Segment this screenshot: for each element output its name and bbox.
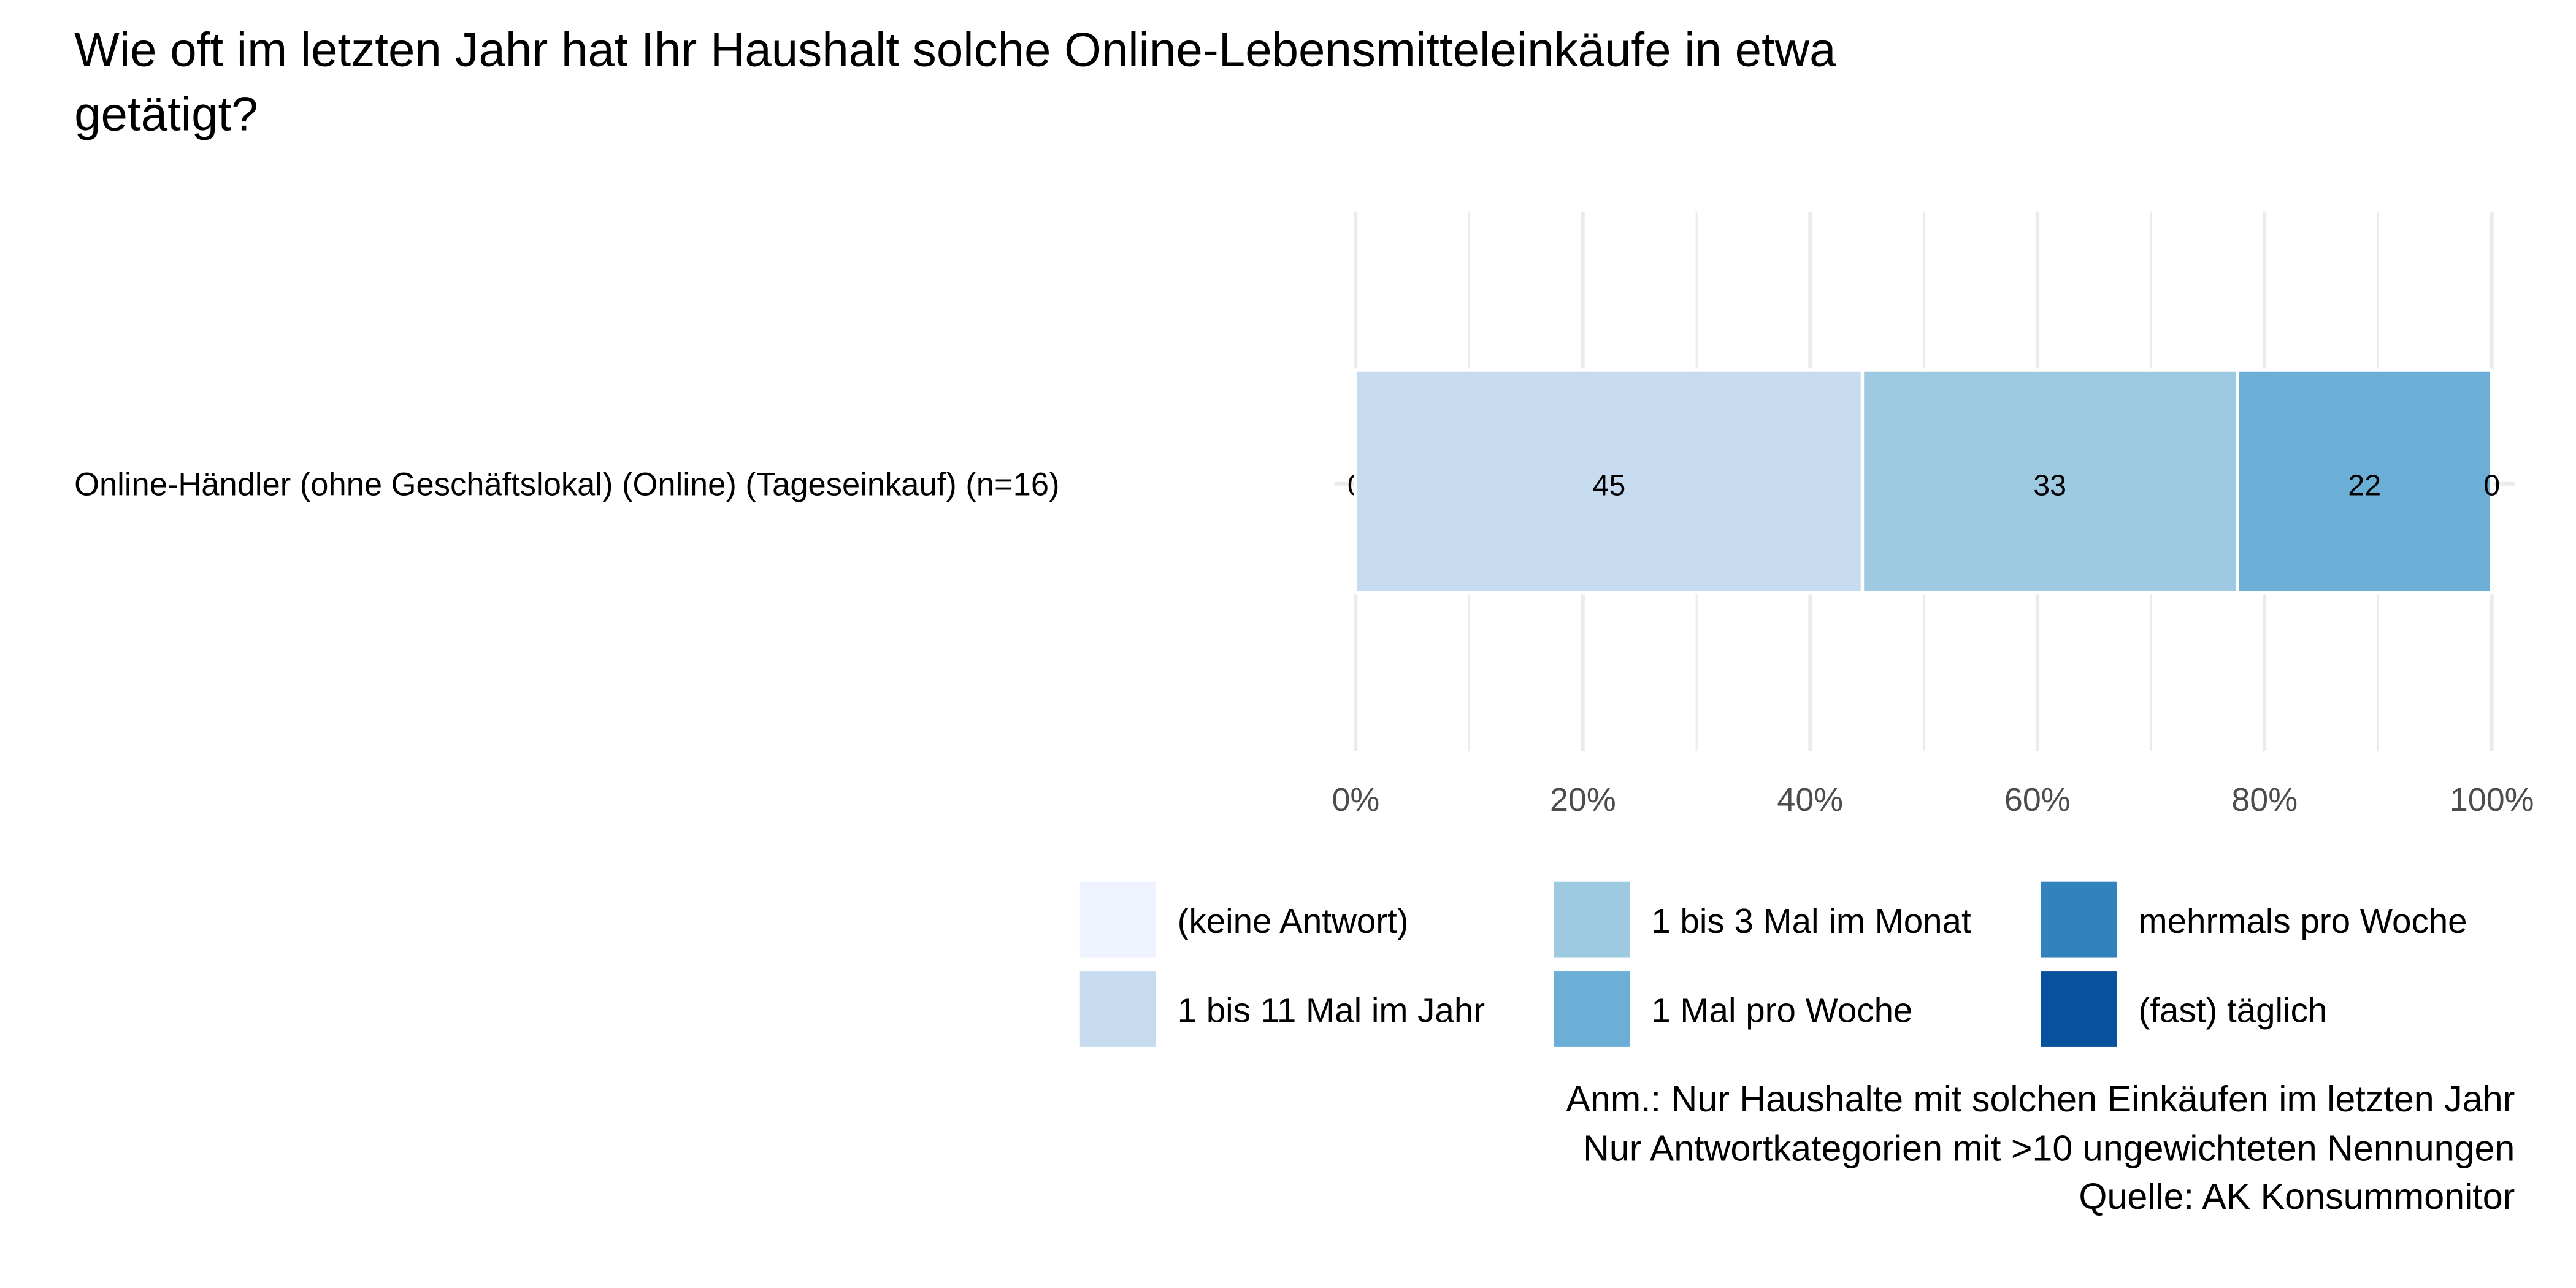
legend-key (1079, 971, 1156, 1047)
note-line-3: Quelle: AK Konsummonitor (2079, 1176, 2515, 1217)
legend-label: mehrmals pro Woche (2139, 902, 2467, 940)
x-tick-label: 100% (2450, 781, 2534, 818)
legend-label: 1 Mal pro Woche (1651, 991, 1912, 1030)
note-line-2: Nur Antwortkategorien mit >10 ungewichte… (1583, 1128, 2515, 1169)
legend-label: 1 bis 11 Mal im Jahr (1178, 991, 1485, 1030)
note-line-1: Anm.: Nur Haushalte mit solchen Einkäufe… (1566, 1078, 2515, 1119)
x-tick-label: 40% (1777, 781, 1843, 818)
bar-segment (2236, 368, 2494, 595)
category-label: Online-Händler (ohne Geschäftslokal) (On… (74, 467, 1059, 503)
legend-label: (fast) täglich (2139, 991, 2328, 1030)
legend-key (1554, 971, 1630, 1047)
x-tick-label: 80% (2231, 781, 2298, 818)
legend-key (1554, 881, 1630, 958)
legend-label: 1 bis 3 Mal im Monat (1651, 902, 1971, 940)
data-label: 45 (1592, 469, 1625, 502)
legend-key (1079, 881, 1156, 958)
data-label: 0 (2483, 469, 2500, 502)
x-tick-label: 0% (1332, 781, 1379, 818)
legend-label: (keine Antwort) (1178, 902, 1409, 940)
data-label: 33 (2033, 469, 2066, 502)
bar-segment (1354, 368, 1865, 595)
data-label: 22 (2348, 469, 2381, 502)
x-tick-label: 20% (1550, 781, 1616, 818)
x-axis-ticks: 0% 20% 40% 60% 80% 100% (1332, 781, 2534, 818)
x-tick-label: 60% (2004, 781, 2071, 818)
chart-title: Wie oft im letzten Jahr hat Ihr Haushalt… (74, 23, 1836, 77)
bars: 04533220 (1347, 368, 2500, 595)
legend-key (2041, 881, 2117, 958)
legend-key (2041, 971, 2117, 1047)
chart-title-line2: getätigt? (74, 87, 258, 141)
legend: (keine Antwort) 1 bis 11 Mal im Jahr 1 bis… (1079, 881, 2467, 1047)
